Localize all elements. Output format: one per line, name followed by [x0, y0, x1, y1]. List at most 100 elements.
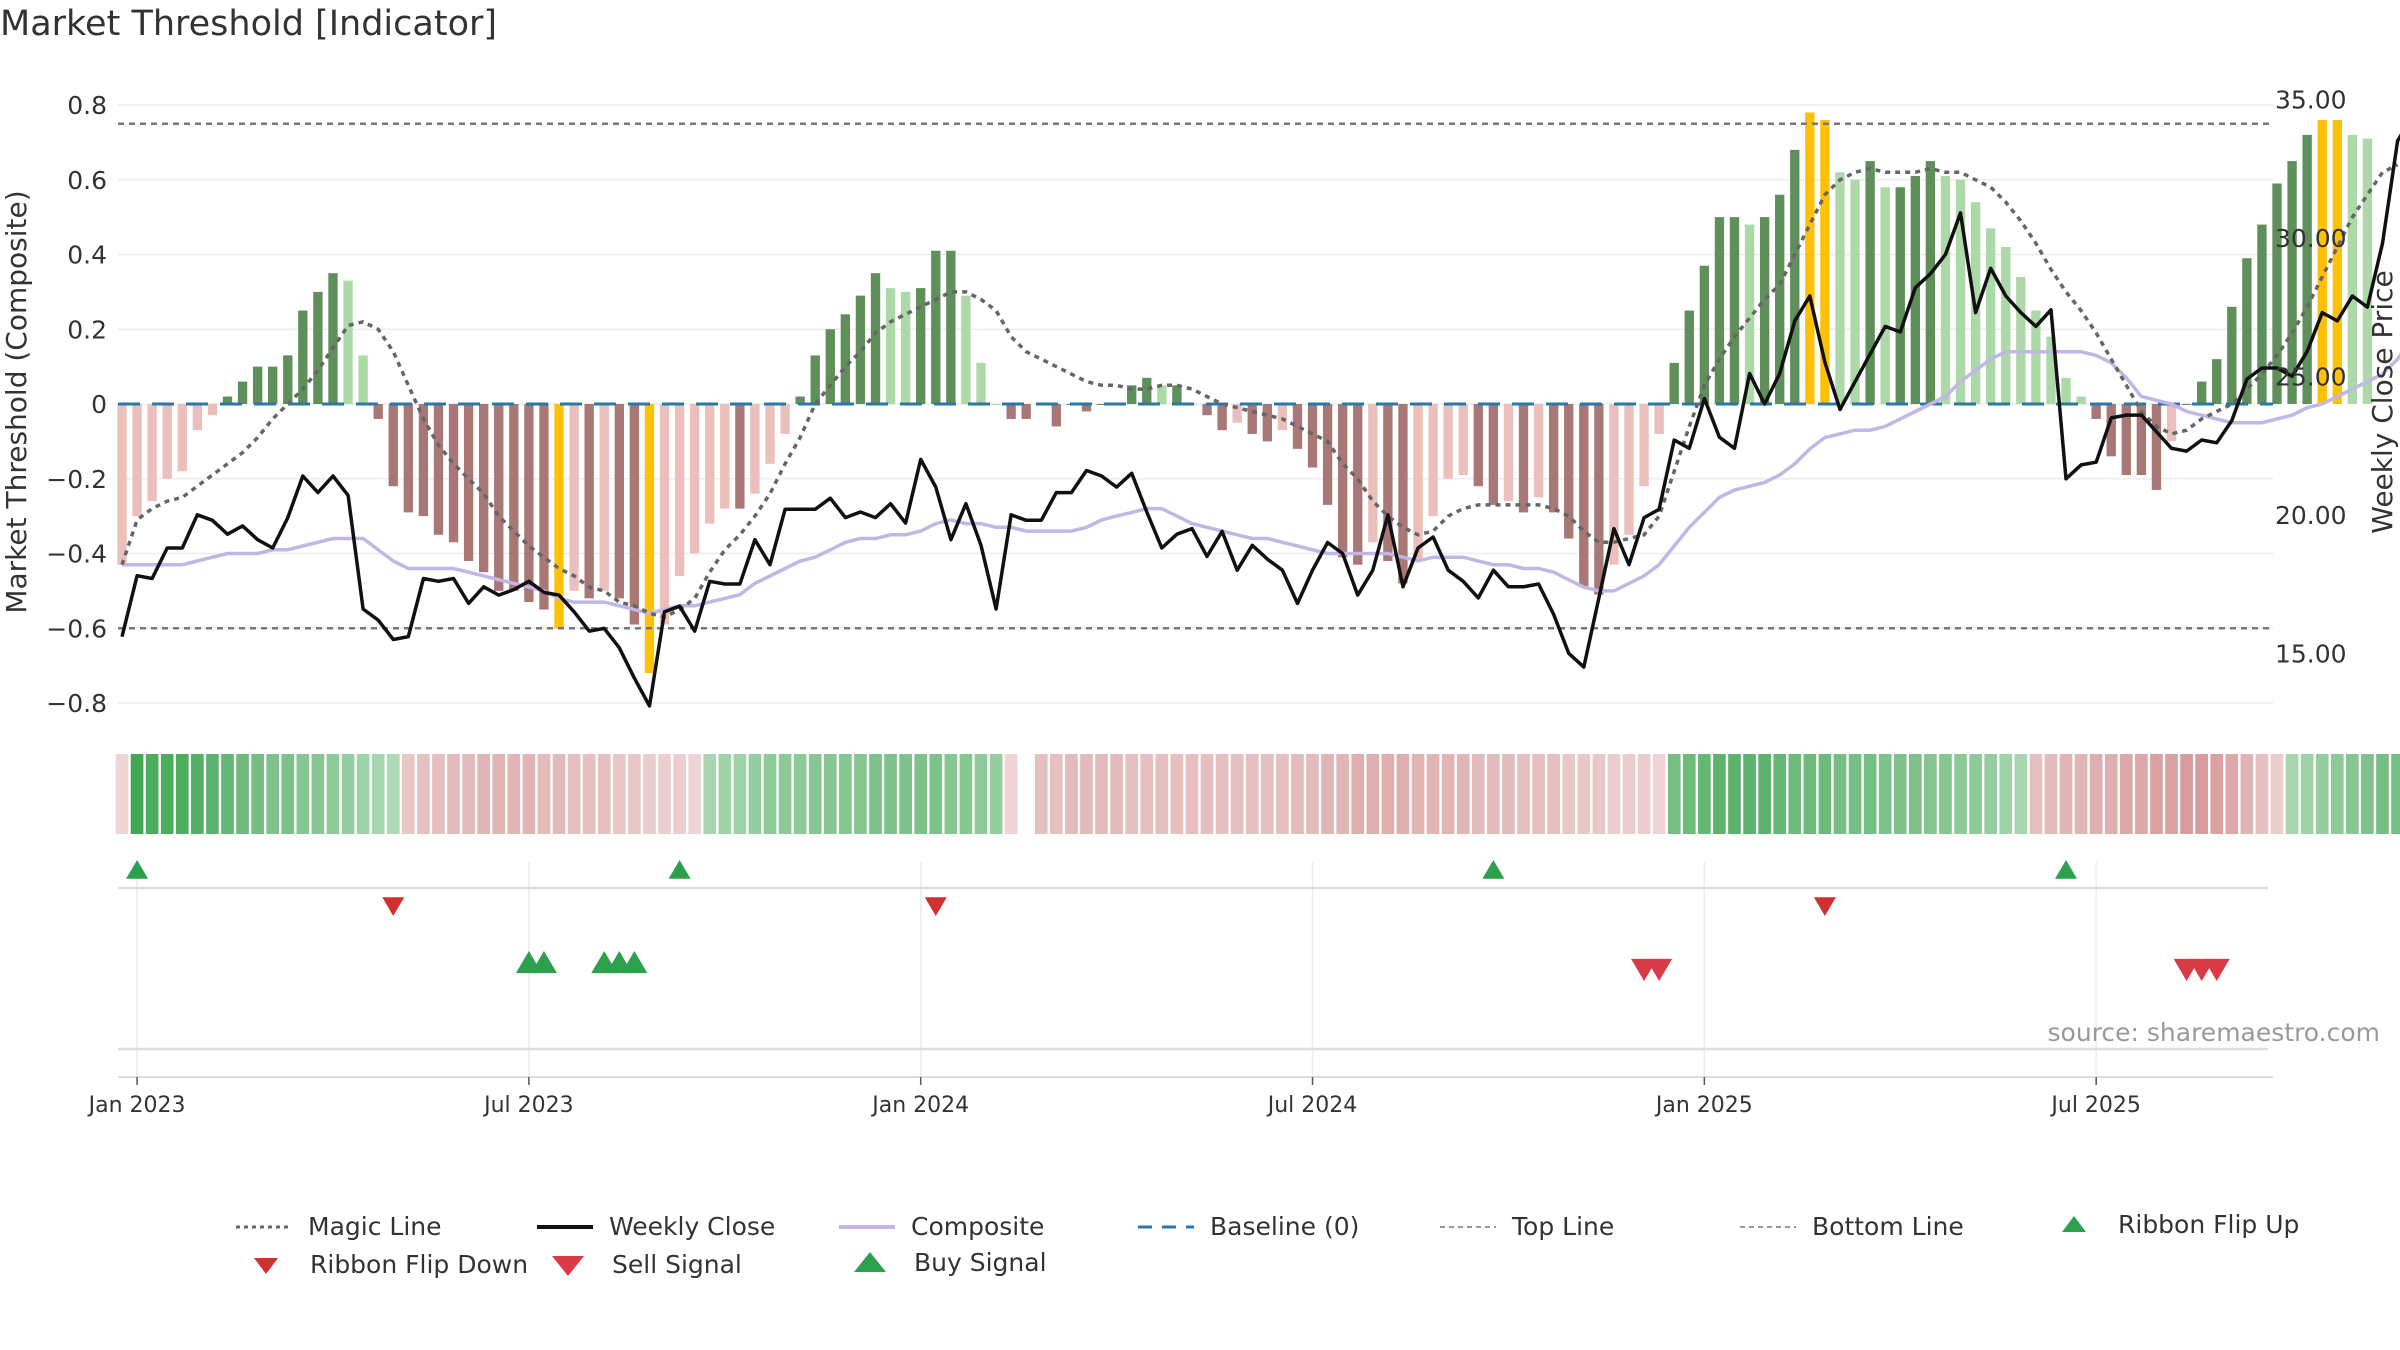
ribbon-cell [1215, 754, 1229, 834]
histogram-bar [1639, 404, 1649, 487]
histogram-bar [222, 396, 233, 404]
histogram-bar [1172, 385, 1182, 404]
histogram-bar [659, 404, 670, 625]
histogram-bar [1277, 404, 1288, 431]
ribbon-cell [1517, 754, 1530, 834]
histogram-bar [448, 404, 459, 543]
weekly-close-line [120, 133, 2400, 708]
ribbon-cell [1080, 754, 1093, 834]
ribbon-cell [1411, 754, 1425, 834]
histogram-bar [388, 404, 398, 487]
ribbon-cell [718, 754, 732, 834]
histogram-bar [252, 366, 263, 404]
histogram-bar [1337, 404, 1348, 558]
ribbon-cell [236, 754, 249, 834]
histogram-bar [1835, 172, 1845, 404]
histogram-bar [1262, 404, 1272, 442]
ribbon-cell [2346, 754, 2359, 834]
ribbon-cell [703, 754, 717, 834]
histogram-bar [1940, 176, 1951, 404]
ribbon-cell [1743, 754, 1756, 834]
histogram-bar [1744, 224, 1755, 404]
ribbon-cell [2150, 754, 2163, 834]
histogram-bar [2362, 138, 2373, 404]
ribbon-cell [1984, 754, 1998, 834]
ribbon-cell [929, 754, 943, 834]
ribbon-cell [1622, 754, 1636, 834]
ribbon-cell [1155, 754, 1169, 834]
histogram-bar [1548, 404, 1559, 513]
ribbon-cell [1110, 754, 1123, 834]
ribbon-cell [386, 754, 400, 834]
histogram-bar [629, 404, 640, 625]
ribbon-flip-down-marker [1813, 897, 1836, 916]
histogram-bar [2212, 359, 2222, 404]
ribbon-cell [1607, 754, 1621, 834]
ribbon-cell [658, 754, 671, 834]
sell-signal-marker [1646, 958, 1673, 981]
ribbon-cell [1924, 754, 1937, 834]
ribbon-cell [311, 754, 325, 834]
histogram-bar [1850, 179, 1860, 404]
ribbon-cell [1095, 754, 1108, 834]
ribbon-cell [206, 754, 219, 834]
histogram-bar [2287, 161, 2297, 404]
ribbon-cell [1396, 754, 1410, 834]
ribbon-cell [1773, 754, 1787, 834]
x-axis: Jan 2023 Jul 2023 Jan 2024 Jul 2024 Jan 2025… [87, 1076, 2273, 1118]
histogram-bar [358, 355, 368, 404]
histogram-bar [2317, 119, 2327, 404]
histogram-bar [1428, 404, 1438, 517]
composite-line [122, 349, 2400, 616]
histogram-bar [1157, 385, 1167, 404]
histogram-bar [343, 280, 353, 404]
ribbon-cell [823, 754, 837, 834]
histogram-bar [614, 404, 624, 599]
histogram-bar [2046, 336, 2056, 404]
ribbon-cell [1954, 754, 1967, 834]
ribbon-cell [1471, 754, 1485, 834]
buy-signal-marker [621, 951, 648, 974]
ribbon-cell [1245, 754, 1259, 834]
y2-tick-label: 15.00 [2275, 639, 2347, 668]
ribbon-cell [1260, 754, 1274, 834]
ribbon-cell [447, 754, 460, 834]
ribbon-cell [1682, 754, 1696, 834]
ribbon-cell [115, 754, 129, 834]
y2-tick-label: 25.00 [2275, 362, 2347, 391]
ribbon-cell [1065, 754, 1078, 834]
ribbon-cell [130, 754, 144, 834]
ribbon-cell [2270, 754, 2284, 834]
ribbon-cell [597, 754, 611, 834]
histogram-bar [1383, 404, 1393, 561]
histogram-bar [2332, 119, 2342, 404]
ribbon-flip-up-marker [2055, 860, 2078, 879]
histogram-bar [810, 355, 820, 404]
histogram-bar [1880, 187, 1890, 404]
ribbon-cell [1426, 754, 1440, 834]
ribbon-cell [1291, 754, 1304, 834]
histogram-bar [1684, 310, 1694, 404]
ribbon-cell [1939, 754, 1952, 834]
ribbon-cell [612, 754, 626, 834]
ribbon-cell [1230, 754, 1244, 834]
ribbon-cell [1200, 754, 1214, 834]
ribbon-cell [266, 754, 280, 834]
ribbon-cell [175, 754, 189, 834]
histogram-bar [1865, 161, 1875, 404]
x-tick-label: Jul 2024 [1266, 1093, 1358, 1118]
ribbon-cell [989, 754, 1003, 834]
histogram-bar [1021, 404, 1031, 419]
histogram-bar [1775, 194, 1785, 404]
ribbon-cell [1848, 754, 1862, 834]
histogram-bar [539, 404, 549, 610]
histogram-bar [674, 404, 685, 576]
ribbon-cell [959, 754, 973, 834]
histogram-bar [991, 404, 1001, 405]
ribbon-cell [1637, 754, 1651, 834]
y2-tick-label: 35.00 [2275, 85, 2347, 114]
ribbon-flip-up-marker [668, 860, 691, 879]
histogram-bar [1518, 404, 1529, 513]
ribbon-cell [974, 754, 988, 834]
ribbon-cell [2315, 754, 2329, 834]
